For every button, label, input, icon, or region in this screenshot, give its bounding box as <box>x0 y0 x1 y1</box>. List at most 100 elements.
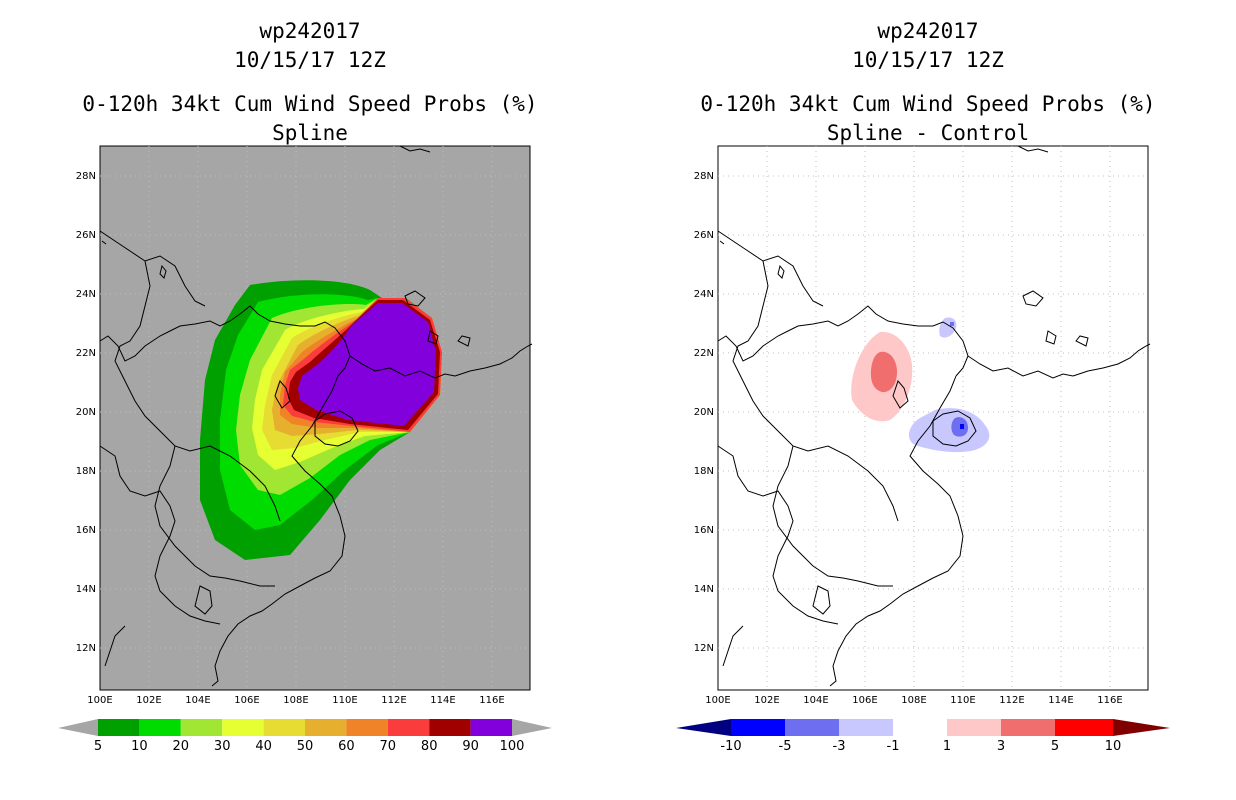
right-colorbar-swatch <box>947 719 1001 736</box>
left-lon-labels: 100E 102E 104E 106E 108E 110E 112E 114E … <box>87 695 504 706</box>
left-lat-label: 16N <box>76 525 96 536</box>
negative-anomaly-strong <box>960 424 964 429</box>
right-lat-label: 22N <box>694 348 714 359</box>
right-lon-label: 102E <box>754 695 779 706</box>
left-colorbar-label: 20 <box>173 739 190 754</box>
left-lat-label: 24N <box>76 289 96 300</box>
right-colorbar-swatch <box>731 719 785 736</box>
left-colorbar-label: 70 <box>380 739 397 754</box>
left-colorbar-swatch <box>429 719 471 736</box>
right-lon-labels: 100E 102E 104E 106E 108E 110E 112E 114E … <box>705 695 1122 706</box>
left-colorbar-swatch <box>305 719 347 736</box>
left-colorbar-above-triangle <box>512 719 552 736</box>
right-colorbar-label: -3 <box>833 739 846 754</box>
left-lon-label: 100E <box>87 695 112 706</box>
right-lat-label: 26N <box>694 230 714 241</box>
right-colorbar-swatch <box>839 719 893 736</box>
right-lon-label: 116E <box>1097 695 1122 706</box>
left-colorbar-swatch <box>470 719 512 736</box>
right-date-time: 10/15/17 12Z <box>852 48 1004 72</box>
left-colorbar-label: 100 <box>500 739 525 754</box>
left-date-time: 10/15/17 12Z <box>234 48 386 72</box>
right-lon-label: 100E <box>705 695 730 706</box>
negative-anomaly-north-core <box>950 322 954 326</box>
right-colorbar-swatch <box>893 719 947 736</box>
right-storm-id: wp242017 <box>877 19 979 43</box>
left-lon-label: 114E <box>430 695 455 706</box>
right-lat-label: 28N <box>694 171 714 182</box>
right-lon-label: 114E <box>1048 695 1073 706</box>
right-method-subtitle: Spline - Control <box>826 121 1030 145</box>
right-colorbar-label: 1 <box>943 739 951 754</box>
left-lat-label: 18N <box>76 466 96 477</box>
right-colorbar: -10 -5 -3 -1 1 3 5 10 <box>676 719 1170 754</box>
right-colorbar-label: -5 <box>779 739 792 754</box>
right-colorbar-label: 3 <box>997 739 1005 754</box>
right-product-title: 0-120h 34kt Cum Wind Speed Probs (%) <box>700 92 1156 116</box>
right-colorbar-swatch <box>785 719 839 736</box>
left-colorbar-label: 10 <box>131 739 148 754</box>
right-colorbar-swatch <box>1055 719 1113 736</box>
right-panel-header: wp242017 10/15/17 12Z <box>678 17 1178 75</box>
right-colorbar-label: -1 <box>887 739 900 754</box>
left-colorbar-swatch <box>346 719 388 736</box>
left-lat-label: 20N <box>76 407 96 418</box>
left-colorbar-label: 40 <box>255 739 272 754</box>
right-map: 28N 26N 24N 22N 20N 18N 16N 14N 12N 100E… <box>694 145 1151 706</box>
left-colorbar-swatch <box>387 719 430 736</box>
left-panel-titles: 0-120h 34kt Cum Wind Speed Probs (%) Spl… <box>60 90 560 148</box>
negative-anomaly-light <box>908 408 990 453</box>
left-storm-id: wp242017 <box>259 19 361 43</box>
left-colorbar: 5 10 20 30 40 50 60 70 80 90 100 <box>58 719 552 754</box>
positive-anomaly-medium <box>870 351 897 393</box>
left-lat-label: 28N <box>76 171 96 182</box>
right-lat-label: 18N <box>694 466 714 477</box>
right-colorbar-above-triangle <box>1113 719 1170 736</box>
left-lon-label: 112E <box>381 695 406 706</box>
left-colorbar-label: 50 <box>297 739 314 754</box>
right-lon-label: 104E <box>803 695 828 706</box>
left-colorbar-swatch <box>139 719 181 736</box>
right-lat-label: 16N <box>694 525 714 536</box>
left-lon-label: 104E <box>185 695 210 706</box>
right-colorbar-swatch <box>1001 719 1055 736</box>
right-colorbar-below-triangle <box>676 719 731 736</box>
left-lon-label: 102E <box>136 695 161 706</box>
right-lon-label: 110E <box>950 695 975 706</box>
left-product-title: 0-120h 34kt Cum Wind Speed Probs (%) <box>82 92 538 116</box>
left-panel-header: wp242017 10/15/17 12Z <box>60 17 560 75</box>
left-map: 28N 26N 24N 22N 20N 18N 16N 14N 12N 100E… <box>76 145 533 706</box>
left-colorbar-label: 60 <box>338 739 355 754</box>
right-lon-label: 108E <box>901 695 926 706</box>
left-lat-label: 12N <box>76 643 96 654</box>
left-colorbar-swatch <box>222 719 264 736</box>
left-lon-label: 110E <box>332 695 357 706</box>
right-difference-shading <box>851 317 990 453</box>
left-colorbar-label: 90 <box>462 739 479 754</box>
left-colorbar-label: 5 <box>94 739 102 754</box>
left-lat-label: 22N <box>76 348 96 359</box>
right-lat-label: 14N <box>694 584 714 595</box>
negative-anomaly-medium <box>951 417 968 437</box>
right-lat-label: 24N <box>694 289 714 300</box>
left-lat-labels: 28N 26N 24N 22N 20N 18N 16N 14N 12N <box>76 171 96 654</box>
right-lon-label: 112E <box>999 695 1024 706</box>
right-lat-labels: 28N 26N 24N 22N 20N 18N 16N 14N 12N <box>694 171 714 654</box>
right-lat-label: 12N <box>694 643 714 654</box>
right-lon-label: 106E <box>852 695 877 706</box>
left-colorbar-label: 80 <box>421 739 438 754</box>
right-colorbar-label: 10 <box>1105 739 1122 754</box>
right-lat-label: 20N <box>694 407 714 418</box>
left-lon-label: 106E <box>234 695 259 706</box>
left-probability-shading <box>200 280 442 560</box>
left-colorbar-swatch <box>98 719 140 736</box>
right-panel-titles: 0-120h 34kt Cum Wind Speed Probs (%) Spl… <box>678 90 1178 148</box>
left-lat-label: 14N <box>76 584 96 595</box>
left-lon-label: 108E <box>283 695 308 706</box>
left-colorbar-below-triangle <box>58 719 98 736</box>
left-lon-label: 116E <box>479 695 504 706</box>
left-lat-label: 26N <box>76 230 96 241</box>
left-method-subtitle: Spline <box>272 121 348 145</box>
left-colorbar-swatch <box>180 719 223 736</box>
